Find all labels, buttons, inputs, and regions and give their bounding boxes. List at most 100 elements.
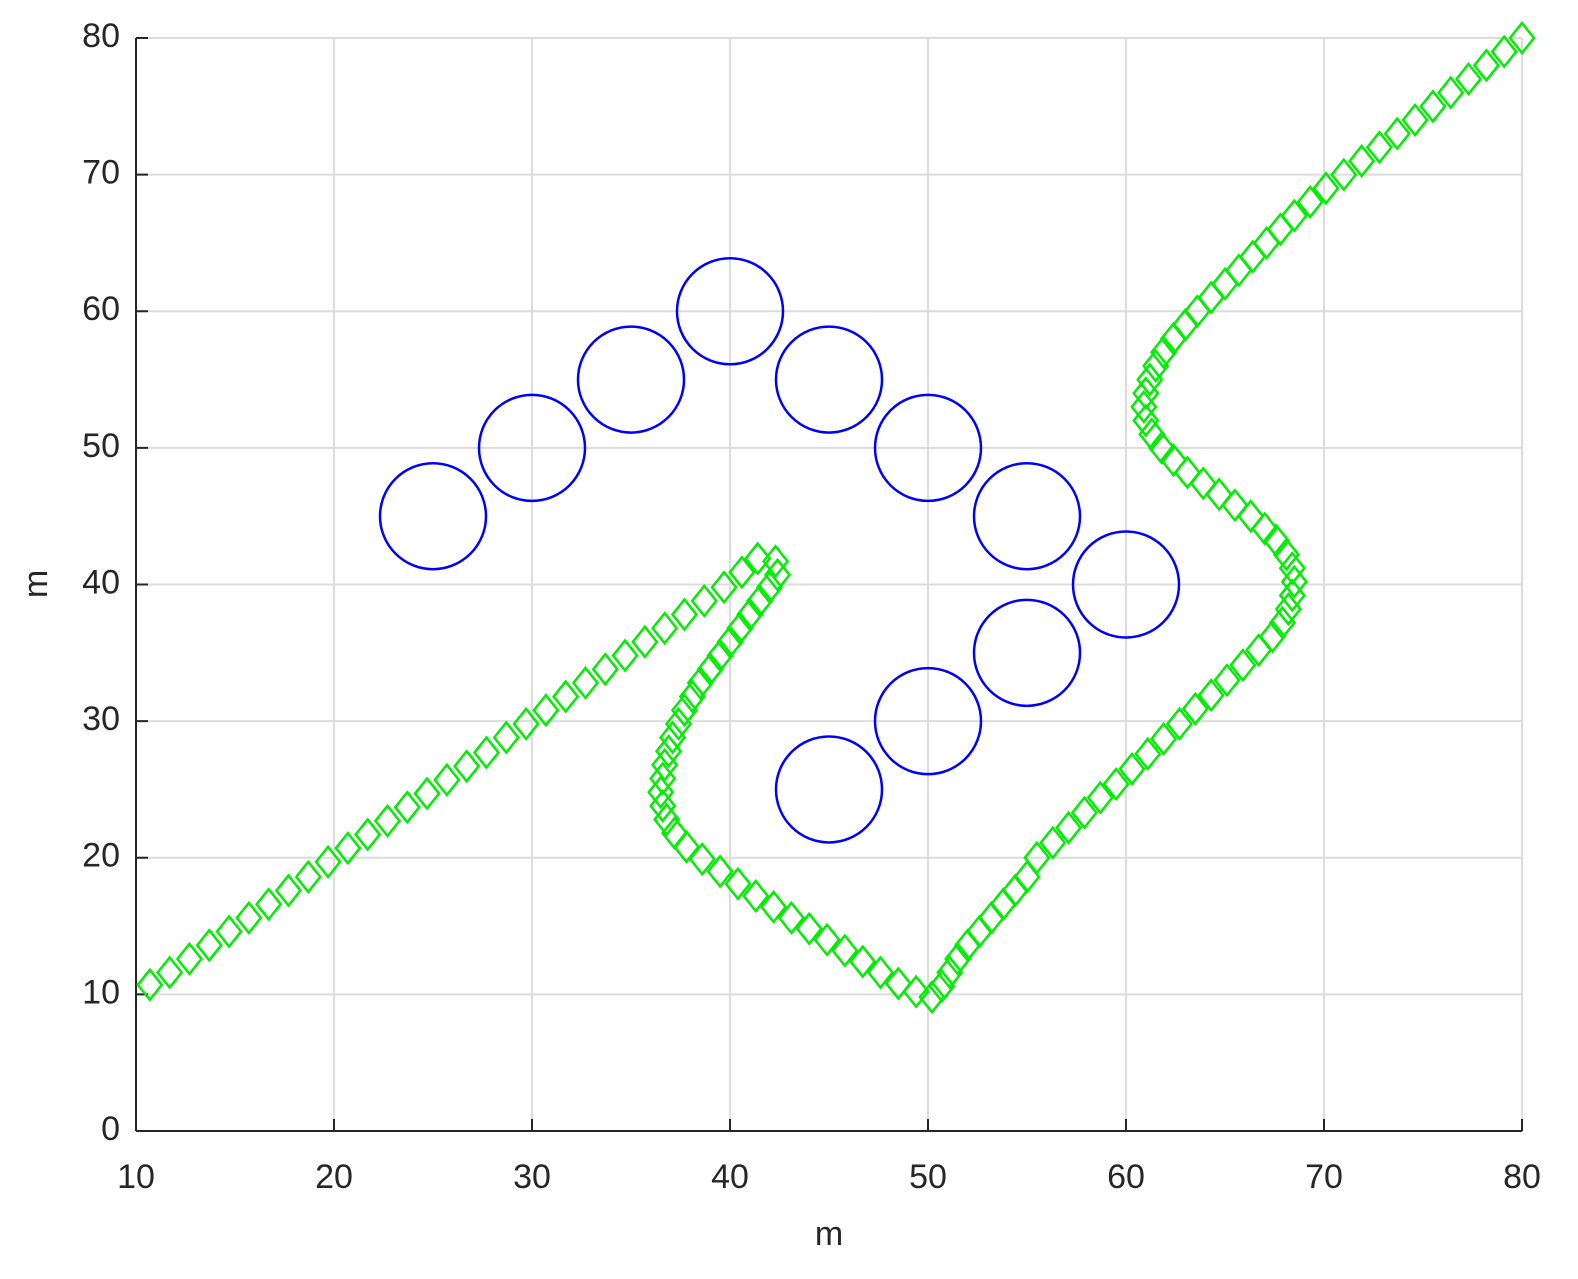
path-marker	[1419, 89, 1447, 124]
path-marker	[591, 652, 619, 687]
x-tick-label: 20	[315, 1158, 353, 1196]
path-marker	[1237, 499, 1265, 534]
path-marker	[1272, 537, 1300, 572]
path-marker	[1070, 795, 1099, 830]
path-marker	[413, 776, 441, 811]
path-marker	[744, 541, 772, 576]
path-marker	[1181, 691, 1209, 726]
y-axis-label: m	[17, 570, 55, 598]
path-marker	[175, 941, 204, 976]
obstacle-marker	[774, 735, 884, 844]
path-marker	[724, 866, 752, 901]
path-marker	[1039, 825, 1067, 860]
path-marker	[453, 749, 481, 784]
path-marker	[1054, 810, 1083, 845]
path-marker	[1252, 225, 1281, 260]
path-marker	[294, 859, 322, 894]
path-marker	[1490, 34, 1518, 69]
path-marker	[373, 803, 402, 838]
path-marker	[1171, 307, 1200, 342]
path-marker	[274, 873, 303, 908]
path-marker	[672, 829, 701, 864]
path-marker	[651, 747, 679, 782]
path-marker	[1266, 212, 1295, 247]
path-marker	[1102, 766, 1130, 801]
path-marker	[706, 854, 734, 889]
obstacle-marker	[1071, 530, 1181, 639]
path-marker	[1086, 780, 1114, 815]
path-marker	[944, 941, 972, 976]
path-marker	[1330, 157, 1358, 192]
path-marker	[742, 879, 770, 914]
path-marker	[1229, 648, 1257, 683]
obstacle-marker	[576, 325, 686, 434]
path-marker	[1138, 417, 1166, 452]
y-tick-label: 0	[101, 1110, 120, 1148]
path-marker	[813, 922, 841, 957]
path-marker	[1148, 430, 1176, 465]
path-marker	[678, 679, 706, 714]
path-marker	[354, 817, 382, 852]
y-tick-label: 50	[82, 427, 120, 465]
path-marker	[195, 928, 223, 963]
path-marker	[1437, 75, 1465, 110]
path-marker	[611, 638, 639, 673]
path-marker	[1312, 171, 1340, 206]
path-marker	[492, 720, 520, 755]
path-marker	[710, 570, 738, 605]
path-marker	[1213, 663, 1241, 698]
path-marker	[512, 706, 540, 741]
path-marker	[653, 802, 681, 837]
x-tick-label: 10	[117, 1158, 155, 1196]
path-marker	[1278, 551, 1306, 586]
path-marker	[314, 844, 342, 879]
path-marker	[688, 842, 716, 877]
path-marker	[1134, 736, 1162, 771]
path-marker	[1472, 48, 1500, 83]
x-tick-label: 30	[513, 1158, 551, 1196]
path-marker	[649, 788, 677, 823]
path-marker	[1239, 239, 1267, 274]
path-marker	[902, 974, 930, 1009]
path-marker	[849, 944, 877, 979]
x-axis-label: m	[815, 1215, 843, 1253]
path-marker	[1150, 335, 1178, 370]
path-marker	[777, 900, 805, 935]
path-marker	[1348, 143, 1376, 178]
obstacle-marker	[774, 325, 884, 434]
path-marker	[393, 790, 421, 825]
path-marker	[649, 761, 677, 796]
path-marker	[728, 555, 756, 590]
path-marker	[1136, 362, 1164, 397]
path-marker	[1118, 751, 1146, 786]
path-marker	[670, 597, 699, 632]
path-marker	[1221, 488, 1249, 523]
path-marker	[647, 775, 675, 810]
y-tick-label: 60	[82, 290, 120, 328]
path-marker	[1268, 605, 1297, 640]
path-marker	[965, 914, 994, 949]
x-tick-label: 50	[909, 1158, 947, 1196]
obstacle-marker	[378, 461, 488, 571]
path-marker	[831, 933, 859, 968]
path-marker	[552, 679, 580, 714]
path-marker	[433, 762, 461, 797]
path-marker	[1150, 721, 1178, 756]
path-marker	[334, 831, 362, 866]
path-marker	[1205, 477, 1233, 512]
path-marker	[255, 887, 283, 922]
path-marker	[235, 900, 263, 935]
x-tick-label: 40	[711, 1158, 749, 1196]
path-marker	[156, 955, 184, 990]
obstacle-marker	[477, 393, 587, 503]
obstacle-marker	[972, 598, 1082, 708]
path-marker	[761, 544, 790, 579]
path-marker	[532, 693, 560, 728]
path-marker	[655, 734, 683, 769]
path-marker	[1401, 102, 1429, 137]
path-marker	[884, 966, 912, 1001]
path-marker	[1454, 61, 1483, 96]
x-tick-label: 80	[1503, 1158, 1541, 1196]
path-marker	[1508, 20, 1536, 56]
path-marker	[1211, 266, 1239, 301]
